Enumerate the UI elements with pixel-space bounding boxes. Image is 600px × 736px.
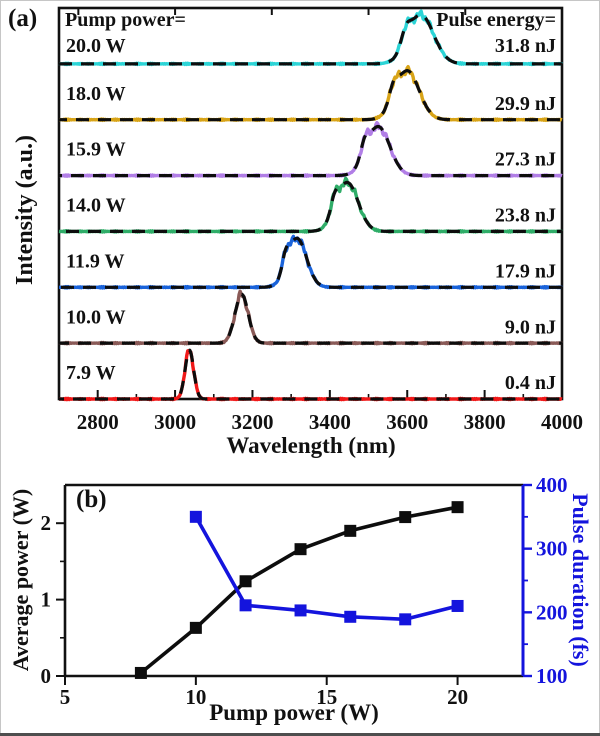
pulse-energy-header: Pulse energy= bbox=[436, 9, 556, 31]
pump-power-label: 15.9 W bbox=[66, 139, 126, 161]
spectrum-trace bbox=[58, 234, 563, 290]
pulse-energy-label: 31.8 nJ bbox=[495, 35, 556, 57]
panel-a-x-axis-title: Wavelength (nm) bbox=[226, 433, 396, 458]
spectrum-trace bbox=[58, 121, 563, 178]
fit-curve bbox=[58, 292, 563, 345]
data-point bbox=[294, 543, 307, 556]
data-point bbox=[344, 610, 357, 623]
b-y-right-tick-label: 200 bbox=[536, 600, 568, 624]
pulse-energy-label: 17.9 nJ bbox=[495, 260, 556, 282]
x-tick-label: 3000 bbox=[154, 410, 196, 434]
x-tick-label: 2800 bbox=[77, 410, 119, 434]
fit-curve bbox=[58, 236, 563, 289]
b-x-tick-label: 20 bbox=[447, 685, 468, 709]
data-point bbox=[239, 575, 252, 588]
data-point bbox=[239, 599, 252, 612]
panel-a-frame bbox=[57, 6, 564, 401]
pulse-energy-label: 0.4 nJ bbox=[505, 372, 556, 394]
b-y-right-tick-label: 100 bbox=[536, 664, 568, 688]
b-y-right-tick-label: 300 bbox=[536, 537, 568, 561]
pump-power-header: Pump power= bbox=[65, 9, 186, 31]
b-y-right-tick-label: 400 bbox=[536, 473, 568, 497]
b-x-tick-label: 10 bbox=[185, 685, 206, 709]
pump-power-label: 18.0 W bbox=[66, 83, 126, 105]
fit-curve bbox=[58, 180, 563, 233]
pump-power-label: 11.9 W bbox=[66, 250, 125, 272]
pulse-duration-line bbox=[194, 515, 459, 622]
b-y-left-tick-label: 0 bbox=[41, 664, 52, 688]
panel-b-left-axis-title: Average power (W) bbox=[8, 488, 33, 672]
data-point bbox=[399, 511, 412, 524]
b-x-tick-label: 15 bbox=[316, 685, 337, 709]
x-tick-label: 3400 bbox=[309, 410, 351, 434]
panel-a-label: (a) bbox=[8, 5, 38, 32]
b-x-tick-label: 5 bbox=[60, 685, 71, 709]
panel-b-label: (b) bbox=[76, 486, 107, 513]
panel-a-y-axis-title: Intensity (a.u.) bbox=[12, 134, 38, 286]
data-point bbox=[134, 666, 147, 679]
fit-curve bbox=[58, 124, 563, 178]
data-point bbox=[451, 501, 464, 514]
spectrum-trace bbox=[58, 65, 563, 122]
x-tick-label: 3800 bbox=[464, 410, 506, 434]
fit-curve bbox=[58, 69, 563, 122]
spectrum-trace bbox=[58, 349, 563, 402]
spectrum-trace bbox=[58, 289, 563, 346]
pump-power-label: 10.0 W bbox=[66, 306, 126, 328]
pump-power-label: 7.9 W bbox=[66, 362, 116, 384]
data-point bbox=[189, 510, 202, 523]
data-point bbox=[399, 613, 412, 626]
b-y-left-tick-label: 1 bbox=[41, 588, 52, 612]
data-point bbox=[344, 524, 357, 537]
data-point bbox=[294, 604, 307, 617]
pulse-energy-label: 9.0 nJ bbox=[505, 316, 556, 338]
b-y-left-tick-label: 2 bbox=[41, 511, 52, 535]
x-tick-label: 3600 bbox=[386, 410, 428, 434]
fit-curve bbox=[58, 13, 563, 66]
pump-power-label: 14.0 W bbox=[66, 195, 126, 217]
average-power-line bbox=[139, 505, 458, 675]
x-tick-label: 4000 bbox=[541, 410, 583, 434]
x-tick-label: 3200 bbox=[231, 410, 273, 434]
panel-b-right-axis-title: Pulse duration (fs) bbox=[568, 493, 593, 667]
data-point bbox=[451, 599, 464, 612]
pulse-energy-label: 23.8 nJ bbox=[495, 205, 556, 227]
panel-b-x-axis-title: Pump power (W) bbox=[209, 700, 379, 725]
pulse-energy-label: 29.9 nJ bbox=[495, 93, 556, 115]
fit-curve bbox=[58, 348, 563, 401]
pulse-energy-label: 27.3 nJ bbox=[495, 149, 556, 171]
spectrum-trace bbox=[58, 176, 563, 234]
pump-power-label: 20.0 W bbox=[66, 35, 126, 57]
data-point bbox=[189, 621, 202, 634]
